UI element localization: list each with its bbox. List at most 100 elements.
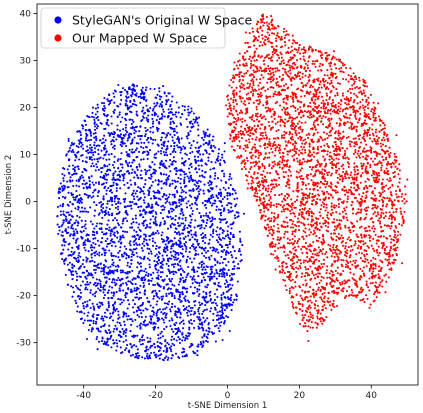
data-point [243,119,247,122]
data-point [131,320,134,323]
data-point [229,238,232,241]
data-point [184,298,187,301]
data-point [163,328,166,331]
data-point [114,206,117,209]
data-point [68,213,71,217]
data-point [281,67,285,70]
data-point [207,181,210,184]
data-point [213,177,216,180]
data-point [224,286,227,289]
data-point [129,318,132,321]
data-point [62,210,65,213]
data-point [82,271,86,274]
data-point [226,194,229,197]
data-point [181,228,184,231]
data-point [91,181,94,184]
data-point [359,181,362,184]
data-point [109,132,112,136]
data-point [161,147,164,150]
data-point [192,275,195,278]
data-point [155,253,158,256]
data-point [153,195,156,198]
data-point [366,258,369,261]
data-point [180,207,183,211]
data-point [144,135,147,138]
data-point [111,319,115,322]
data-point [135,174,139,177]
data-point [142,258,145,261]
data-point [74,166,77,169]
data-point [135,190,139,193]
data-point [181,157,184,160]
data-point [270,211,273,214]
data-point [123,88,126,92]
data-point [79,134,83,137]
data-point [83,319,86,322]
data-point [73,250,76,254]
data-point [129,132,132,135]
data-point [329,151,332,154]
data-point [193,271,196,274]
data-point [67,139,70,143]
data-point [139,214,142,217]
data-point [185,306,188,309]
data-point [196,290,199,293]
data-point [255,136,258,139]
data-point [83,243,86,246]
data-point [138,338,142,341]
data-point [228,192,231,195]
data-point [100,241,103,244]
data-point [196,281,199,284]
data-point [146,109,149,112]
data-point [87,139,91,142]
data-point [186,108,189,111]
data-point [258,44,261,47]
data-point [103,323,106,326]
data-point [153,342,156,345]
data-point [168,300,171,303]
data-point [138,262,141,265]
data-point [223,142,226,145]
data-point [192,140,195,143]
data-point [211,332,214,335]
data-point [145,146,148,149]
data-point [156,189,160,192]
data-point [112,136,115,139]
data-point [180,245,183,248]
data-point [215,158,218,161]
data-point [125,283,128,286]
data-point [328,96,331,99]
data-point [224,188,227,191]
data-point [62,237,66,241]
data-point [80,219,83,222]
data-point [75,279,78,282]
data-point [135,94,138,97]
data-point [218,272,221,275]
data-point [230,254,233,257]
data-point [195,188,198,191]
data-point [75,219,78,222]
data-point [96,253,99,256]
data-point [71,148,74,152]
data-point [198,316,201,319]
data-point [75,302,78,305]
data-point [225,290,228,293]
data-point [190,165,193,169]
data-point [277,84,280,87]
data-point [395,196,399,199]
data-point [369,118,372,121]
data-point [225,305,228,308]
data-point [114,284,117,287]
data-point [66,180,69,183]
data-point [181,211,184,214]
data-point [171,193,174,196]
data-point [178,260,181,263]
data-point [94,322,98,325]
data-point [65,218,68,221]
data-point [140,158,143,161]
data-point [223,195,226,199]
data-point [206,301,209,304]
data-point [217,159,220,162]
data-point [62,219,65,222]
data-point [389,245,393,248]
